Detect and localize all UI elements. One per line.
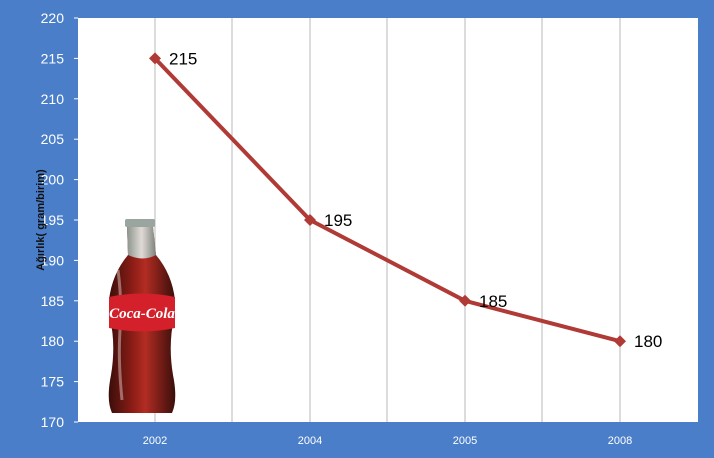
y-axis-ticks: 170 175 180 185 190 195 200 205 210 215 220 [41, 10, 78, 430]
y-axis-label: Ağırlık( gram/birim) [35, 169, 47, 271]
x-tick-label: 2008 [608, 435, 632, 447]
x-axis-ticks: 2002 2004 2005 2008 [143, 435, 632, 447]
y-tick-label: 205 [41, 131, 65, 147]
data-label: 180 [634, 332, 662, 351]
coca-cola-bottle-image: Coca-Cola [108, 219, 175, 413]
data-point [459, 294, 471, 307]
y-tick-label: 200 [41, 172, 65, 188]
x-tick-label: 2002 [143, 435, 167, 447]
series-line [153, 57, 621, 344]
y-tick-label: 210 [41, 91, 65, 107]
data-point [304, 214, 316, 226]
data-labels: 215 195 185 180 [169, 49, 662, 351]
y-tick-label: 185 [41, 293, 65, 309]
y-tick-label: 175 [41, 374, 65, 390]
y-tick-label: 220 [41, 10, 65, 26]
data-point [614, 335, 626, 348]
y-tick-label: 180 [41, 333, 65, 349]
x-tick-label: 2004 [298, 435, 322, 447]
y-tick-label: 170 [41, 414, 65, 430]
data-point [149, 52, 161, 65]
data-label: 215 [169, 49, 197, 68]
data-points [149, 52, 626, 348]
y-tick-label: 195 [41, 212, 65, 228]
y-tick-label: 215 [41, 50, 65, 66]
data-label: 185 [479, 292, 507, 311]
data-label: 195 [324, 211, 352, 230]
bottle-brand-logo: Coca-Cola [109, 306, 175, 322]
y-tick-label: 190 [41, 252, 65, 268]
x-tick-label: 2005 [453, 435, 477, 447]
